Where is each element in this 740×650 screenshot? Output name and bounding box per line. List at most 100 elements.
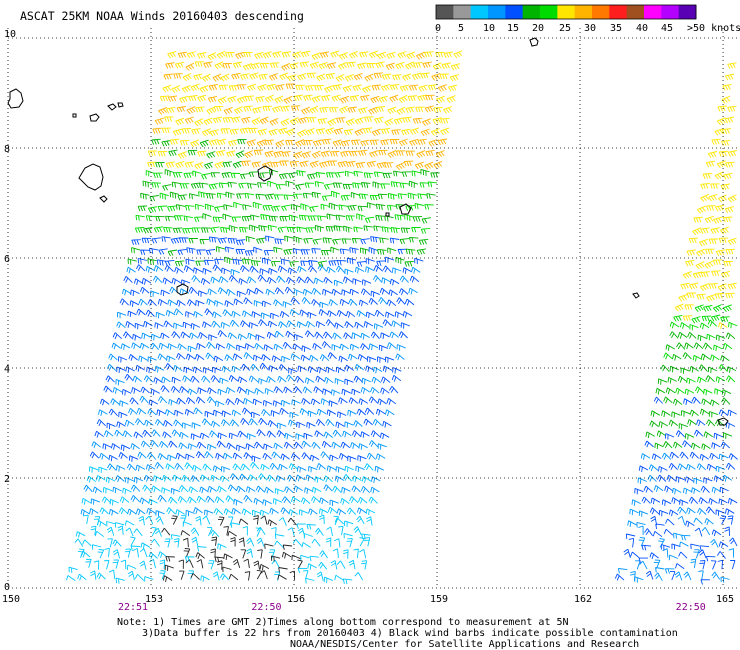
wind-barb (400, 227, 411, 234)
wind-barb (248, 375, 259, 383)
wind-barb (311, 299, 321, 306)
wind-barb (166, 355, 176, 362)
wind-barb (204, 259, 214, 266)
wind-barb (106, 363, 117, 371)
wind-barb (316, 408, 327, 416)
wind-barb (278, 567, 288, 573)
wind-barb (711, 486, 722, 494)
wind-barb (202, 463, 212, 471)
wind-barb (306, 421, 316, 429)
wind-barb (719, 486, 729, 494)
wind-barb (701, 398, 711, 406)
wind-barb (449, 74, 460, 82)
wind-barb (124, 373, 134, 382)
wind-barb (151, 526, 157, 537)
wind-barb (335, 73, 345, 83)
wind-barb (274, 95, 284, 104)
wind-barb (220, 226, 230, 233)
wind-barb (293, 94, 303, 102)
wind-barb (323, 183, 334, 190)
wind-barb (389, 139, 400, 145)
wind-barb (195, 451, 206, 459)
wind-barb (145, 170, 155, 177)
wind-barb (327, 506, 338, 514)
wind-barb (256, 537, 265, 547)
wind-barb (369, 139, 380, 146)
wind-barb (628, 537, 635, 548)
wind-barb (226, 150, 236, 158)
wind-barb (117, 311, 127, 319)
wind-barb (215, 246, 226, 253)
wind-barb (711, 314, 721, 322)
wind-barb (293, 151, 303, 159)
wind-barb (281, 151, 291, 158)
wind-barb (190, 527, 200, 536)
wind-barb (292, 538, 302, 547)
wind-barb (706, 333, 716, 341)
wind-barb (435, 150, 445, 158)
wind-barb (682, 315, 693, 321)
wind-barb (227, 332, 238, 340)
wind-barb (142, 429, 152, 438)
wind-barb (157, 453, 168, 460)
wind-barb (679, 499, 689, 506)
wind-barb (355, 162, 366, 169)
wind-barb (694, 386, 705, 394)
legend-label-5: 5 (458, 23, 464, 34)
wind-barb (153, 226, 164, 233)
wind-barb (234, 397, 245, 405)
wind-barb (720, 576, 730, 583)
wind-barb (226, 442, 236, 450)
wind-barb (256, 526, 266, 536)
wind-barb (688, 496, 699, 505)
wind-barb (269, 62, 280, 69)
wind-barb (195, 396, 206, 404)
wind-barb (246, 139, 256, 147)
wind-barb (390, 227, 400, 234)
wind-barb (288, 172, 298, 179)
wind-barb (340, 95, 350, 104)
wind-barb (380, 139, 390, 146)
wind-barb (344, 268, 354, 275)
wind-barb (332, 139, 342, 147)
wind-barb (627, 520, 637, 527)
wind-barb (693, 517, 703, 525)
wind-barb (671, 487, 682, 495)
lat-label-4: 4 (4, 364, 10, 375)
wind-barb (227, 530, 237, 537)
wind-barb (208, 560, 215, 570)
wind-barb (223, 106, 233, 115)
wind-barb (216, 50, 226, 59)
wind-barb (727, 194, 737, 203)
wind-barb (116, 464, 126, 472)
wind-barb (274, 488, 284, 495)
wind-barb (293, 236, 303, 244)
wind-barb (422, 118, 432, 126)
wind-barb (239, 127, 250, 134)
wind-barb (230, 537, 236, 547)
wind-barb (210, 226, 220, 233)
wind-barb (264, 193, 275, 200)
wind-barb (173, 73, 183, 79)
legend-label-20: 20 (532, 23, 544, 34)
wind-barb (231, 507, 241, 515)
lon-label-165: 165 (716, 594, 734, 605)
wind-barb (279, 311, 290, 318)
wind-barb (108, 508, 119, 516)
wind-barb (236, 193, 246, 199)
wind-barb (310, 398, 321, 406)
wind-barb (344, 321, 354, 328)
wind-barb (727, 237, 737, 246)
wind-barb (339, 248, 350, 255)
wind-barb (311, 538, 321, 547)
wind-barb (357, 455, 367, 462)
wind-barb (349, 288, 359, 296)
wind-barb (321, 195, 332, 202)
wind-barb (379, 287, 390, 295)
wind-barb (338, 52, 348, 60)
wind-barb (326, 409, 337, 417)
wind-barb (192, 464, 202, 472)
wind-barb (311, 52, 321, 60)
wind-barb (718, 453, 729, 461)
wind-barb (171, 376, 181, 384)
